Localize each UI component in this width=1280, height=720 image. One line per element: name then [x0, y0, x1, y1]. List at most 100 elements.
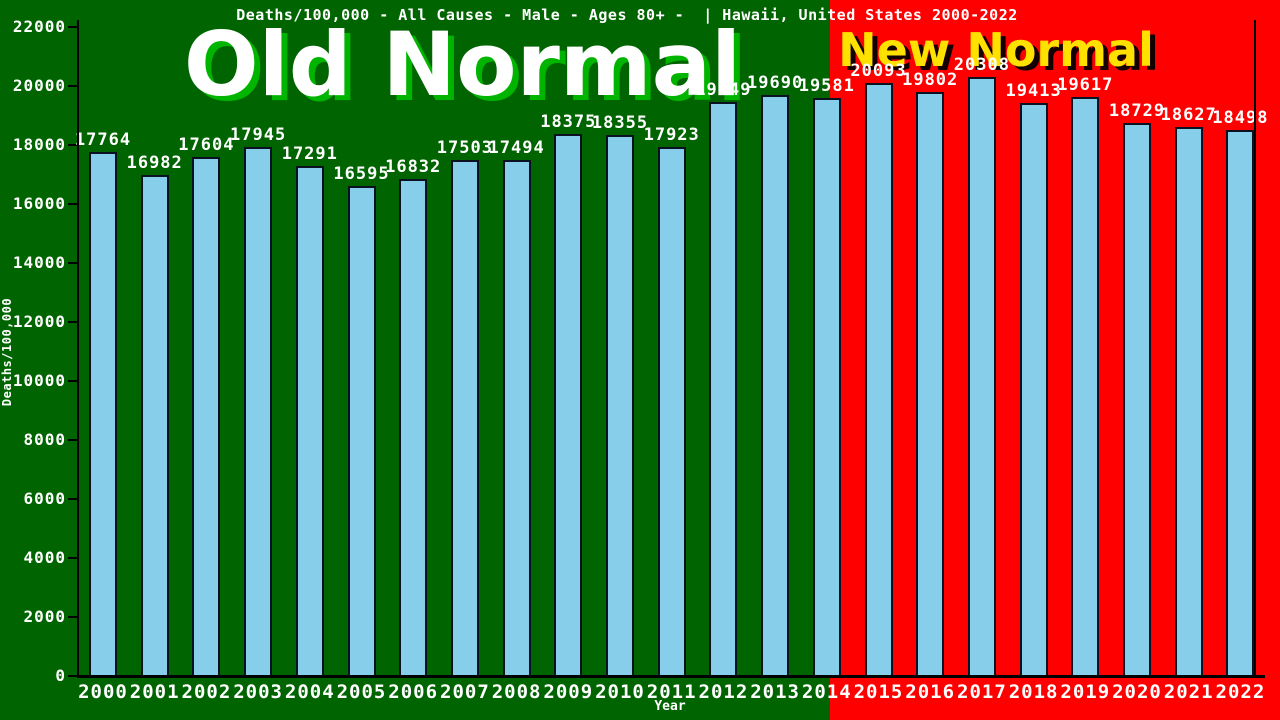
bar-2006: [399, 179, 428, 677]
y-tick-label: 8000: [23, 430, 66, 449]
y-tick-mark: [68, 380, 77, 382]
bar-value-label: 17604: [178, 134, 235, 155]
bar-2001: [140, 175, 169, 677]
y-tick-label: 12000: [12, 312, 66, 331]
y-tick-label: 6000: [23, 489, 66, 508]
y-axis-title: Deaths/100,000: [0, 297, 14, 407]
y-tick-label: 14000: [12, 253, 66, 272]
y-tick-mark: [68, 675, 77, 677]
x-tick-label-2020: 2020: [1112, 681, 1162, 703]
x-axis-title: Year: [654, 699, 686, 714]
bar-2008: [502, 159, 531, 677]
bar-value-label: 18355: [591, 112, 649, 133]
bar-2019: [1071, 97, 1100, 677]
bar-value-label: 18627: [1160, 104, 1217, 125]
bar-2017: [967, 76, 996, 677]
bar-2003: [244, 146, 273, 677]
bar-value-label: 18729: [1108, 101, 1166, 122]
y-tick-label: 0: [55, 666, 66, 685]
bar-value-label: 20308: [953, 54, 1010, 75]
y-tick-mark: [68, 144, 77, 146]
bar-2012: [709, 102, 738, 677]
y-tick-mark: [68, 203, 77, 205]
bar-value-label: 16595: [333, 164, 390, 185]
y-tick-mark: [68, 321, 77, 323]
bar-value-label: 17503: [436, 137, 493, 158]
x-tick-label-2003: 2003: [233, 681, 283, 703]
x-tick-label-2001: 2001: [129, 681, 180, 703]
bar-value-label: 17923: [643, 125, 700, 146]
bar-2009: [554, 133, 583, 677]
x-tick-label-2021: 2021: [1163, 681, 1214, 703]
y-tick-label: 20000: [12, 76, 66, 95]
bar-value-label: 19690: [747, 73, 804, 94]
bar-value-label: 17494: [488, 137, 545, 158]
x-tick-label-2010: 2010: [595, 681, 645, 703]
bar-2020: [1123, 123, 1151, 677]
bar-value-label: 17764: [74, 129, 132, 150]
x-tick-label-2022: 2022: [1215, 681, 1266, 703]
bar-2005: [347, 186, 376, 677]
y-tick-label: 22000: [12, 17, 66, 36]
y-tick-mark: [68, 557, 77, 559]
x-tick-label-2016: 2016: [905, 681, 956, 703]
bar-value-label: 17291: [281, 143, 338, 164]
old-normal-banner: Old Normal: [183, 13, 742, 116]
x-tick-label-2007: 2007: [440, 681, 490, 703]
y-tick-mark: [68, 616, 77, 618]
bar-value-label: 18375: [540, 111, 597, 132]
y-axis-line: [77, 20, 79, 677]
x-tick-label-2018: 2018: [1008, 681, 1059, 703]
x-tick-label-2012: 2012: [698, 681, 749, 703]
x-tick-label-2015: 2015: [853, 681, 904, 703]
bar-value-label: 17945: [230, 124, 287, 145]
bar-value-label: 20093: [850, 61, 907, 82]
y-tick-label: 4000: [23, 548, 66, 567]
bar-value-label: 16982: [126, 153, 183, 174]
y-tick-mark: [68, 262, 77, 264]
bar-2007: [450, 159, 479, 677]
background-new-normal-era: [830, 0, 1280, 720]
bar-2011: [657, 147, 686, 677]
bar-value-label: 19617: [1057, 75, 1114, 96]
new-normal-banner: New Normal: [838, 23, 1154, 77]
bar-value-label: 16832: [385, 157, 442, 178]
bar-value-label: 19802: [902, 69, 959, 90]
bar-2014: [812, 98, 841, 677]
bar-2021: [1174, 126, 1203, 677]
bar-2018: [1019, 103, 1048, 677]
x-tick-label-2017: 2017: [957, 681, 1007, 703]
bar-2022: [1226, 130, 1255, 677]
bar-value-label: 19581: [798, 76, 855, 97]
y-tick-label: 18000: [12, 135, 66, 154]
y-tick-mark: [68, 439, 77, 441]
x-tick-label-2009: 2009: [543, 681, 594, 703]
y-tick-label: 2000: [23, 607, 66, 626]
chart-title: Deaths/100,000 - All Causes - Male - Age…: [236, 6, 1018, 24]
bar-value-label: 19449: [695, 80, 752, 101]
bar-value-label: 19413: [1005, 81, 1062, 102]
bar-2004: [295, 165, 324, 677]
x-tick-label-2000: 2000: [78, 681, 128, 703]
x-tick-label-2006: 2006: [388, 681, 439, 703]
bar-2013: [761, 95, 790, 677]
y-tick-mark: [68, 26, 77, 28]
bar-2016: [916, 91, 945, 677]
x-tick-label-2008: 2008: [491, 681, 542, 703]
x-tick-label-2002: 2002: [181, 681, 232, 703]
x-tick-label-2013: 2013: [750, 681, 800, 703]
x-tick-label-2004: 2004: [284, 681, 335, 703]
y-tick-label: 10000: [12, 371, 66, 390]
y-tick-mark: [68, 85, 77, 87]
y-tick-mark: [68, 498, 77, 500]
x-tick-label-2005: 2005: [336, 681, 387, 703]
bar-2010: [606, 134, 634, 677]
x-tick-label-2019: 2019: [1060, 681, 1111, 703]
bar-2015: [864, 83, 893, 677]
bar-2002: [192, 156, 221, 677]
y-tick-label: 16000: [12, 194, 66, 213]
x-tick-label-2014: 2014: [801, 681, 852, 703]
x-tick-label-2011: 2011: [646, 681, 697, 703]
right-spine: [1254, 20, 1256, 677]
